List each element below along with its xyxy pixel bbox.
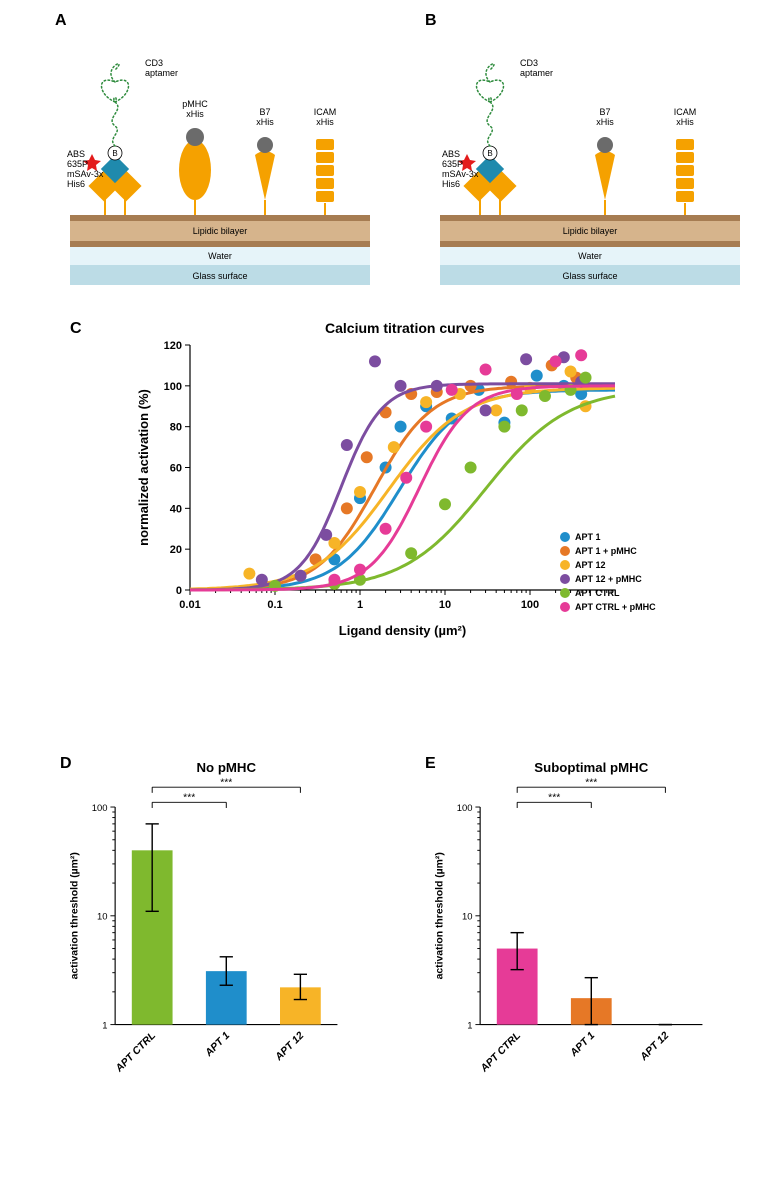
svg-text:***: ***: [548, 792, 560, 803]
svg-text:B7: B7: [599, 107, 610, 117]
legend-dot-icon: [560, 560, 570, 570]
svg-text:***: ***: [220, 777, 232, 788]
legend-label: APT CTRL + pMHC: [575, 600, 656, 614]
legend-dot-icon: [560, 574, 570, 584]
svg-text:APT 1: APT 1: [568, 1030, 597, 1059]
svg-text:B: B: [487, 149, 492, 158]
svg-text:CD3: CD3: [520, 58, 538, 68]
svg-text:10: 10: [462, 912, 473, 923]
svg-text:Lipidic bilayer: Lipidic bilayer: [563, 226, 618, 236]
svg-text:ICAM: ICAM: [674, 107, 697, 117]
svg-text:Glass surface: Glass surface: [562, 271, 617, 281]
svg-text:Suboptimal pMHC: Suboptimal pMHC: [534, 760, 648, 775]
svg-text:Water: Water: [208, 251, 232, 261]
svg-text:100: 100: [457, 803, 473, 814]
svg-text:635P: 635P: [67, 159, 88, 169]
svg-text:0.01: 0.01: [179, 599, 200, 611]
panel-c-label: C: [70, 320, 82, 338]
chart-c-legend: APT 1APT 1 + pMHCAPT 12APT 12 + pMHCAPT …: [560, 530, 656, 614]
legend-label: APT CTRL: [575, 586, 620, 600]
legend-item: APT 1: [560, 530, 656, 544]
svg-text:B7: B7: [259, 107, 270, 117]
svg-text:80: 80: [170, 422, 182, 434]
svg-text:40: 40: [170, 503, 182, 515]
svg-text:1: 1: [102, 1020, 107, 1031]
svg-text:activation threshold (µm²): activation threshold (µm²): [434, 852, 445, 979]
svg-text:His6: His6: [442, 179, 460, 189]
svg-text:1: 1: [357, 599, 363, 611]
svg-text:635P: 635P: [442, 159, 463, 169]
svg-text:pMHC: pMHC: [182, 99, 208, 109]
svg-text:B: B: [112, 149, 117, 158]
svg-text:xHis: xHis: [186, 109, 204, 119]
legend-label: APT 1 + pMHC: [575, 544, 637, 558]
figure: A B C D E Lipidic bilayerWaterGlass surf…: [0, 0, 781, 1185]
legend-dot-icon: [560, 532, 570, 542]
legend-label: APT 12 + pMHC: [575, 572, 642, 586]
svg-text:xHis: xHis: [256, 117, 274, 127]
svg-text:Ligand density (µm²): Ligand density (µm²): [339, 623, 466, 638]
svg-text:10: 10: [97, 912, 108, 923]
chart-e: Suboptimal pMHC 1 10 100 activation threshol…: [420, 755, 720, 1105]
svg-text:His6: His6: [67, 179, 85, 189]
svg-text:No pMHC: No pMHC: [197, 760, 257, 775]
panel-a-diagram: Lipidic bilayer Water Glass surface B CD3apt…: [60, 15, 380, 285]
legend-dot-icon: [560, 602, 570, 612]
svg-text:ABS: ABS: [442, 149, 460, 159]
svg-text:20: 20: [170, 544, 182, 556]
svg-text:Water: Water: [578, 251, 602, 261]
svg-text:0: 0: [176, 585, 182, 597]
svg-text:aptamer: aptamer: [145, 68, 178, 78]
chart-d: No pMHC 1 10 100 activation threshold (µm²) A…: [55, 755, 355, 1105]
svg-text:xHis: xHis: [596, 117, 614, 127]
svg-text:APT CTRL: APT CTRL: [478, 1030, 523, 1075]
svg-text:CD3: CD3: [145, 58, 163, 68]
legend-item: APT 1 + pMHC: [560, 544, 656, 558]
svg-text:***: ***: [585, 777, 597, 788]
svg-text:xHis: xHis: [676, 117, 694, 127]
chart-c: 0 20 40 60 80 100 120 0.01 0.1 1 10 100 Ligand densi…: [130, 325, 630, 645]
svg-text:APT 1: APT 1: [203, 1030, 232, 1059]
svg-text:ABS: ABS: [67, 149, 85, 159]
legend-item: APT 12 + pMHC: [560, 572, 656, 586]
svg-text:0.1: 0.1: [267, 599, 282, 611]
legend-item: APT 12: [560, 558, 656, 572]
legend-dot-icon: [560, 588, 570, 598]
svg-text:APT 12: APT 12: [638, 1030, 672, 1064]
svg-text:100: 100: [92, 803, 108, 814]
svg-text:mSAv-3x: mSAv-3x: [442, 169, 479, 179]
legend-label: APT 1: [575, 530, 601, 544]
svg-text:normalized activation (%): normalized activation (%): [136, 389, 151, 546]
svg-text:100: 100: [521, 599, 539, 611]
svg-text:60: 60: [170, 463, 182, 475]
svg-text:mSAv-3x: mSAv-3x: [67, 169, 104, 179]
legend-item: APT CTRL + pMHC: [560, 600, 656, 614]
legend-item: APT CTRL: [560, 586, 656, 600]
svg-text:***: ***: [183, 792, 195, 803]
legend-label: APT 12: [575, 558, 606, 572]
svg-text:ICAM: ICAM: [314, 107, 337, 117]
svg-text:120: 120: [164, 340, 182, 352]
svg-text:100: 100: [164, 381, 182, 393]
svg-text:xHis: xHis: [316, 117, 334, 127]
svg-text:1: 1: [467, 1020, 472, 1031]
svg-text:10: 10: [439, 599, 451, 611]
panel-b-diagram: Lipidic bilayer Water Glass surface B CD3apt…: [430, 15, 750, 285]
svg-text:APT CTRL: APT CTRL: [113, 1030, 158, 1075]
svg-text:aptamer: aptamer: [520, 68, 553, 78]
svg-text:Glass surface: Glass surface: [192, 271, 247, 281]
legend-dot-icon: [560, 546, 570, 556]
svg-text:APT 12: APT 12: [273, 1030, 307, 1064]
svg-text:activation threshold (µm²): activation threshold (µm²): [69, 852, 80, 979]
svg-text:Lipidic bilayer: Lipidic bilayer: [193, 226, 248, 236]
